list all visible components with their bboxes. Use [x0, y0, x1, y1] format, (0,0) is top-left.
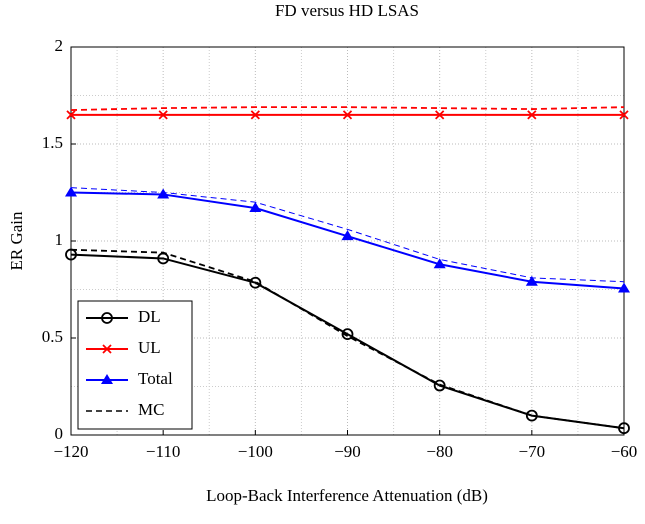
plot-frame: [70, 46, 625, 436]
marker: [101, 374, 113, 384]
legend-label: MC: [138, 400, 164, 419]
marker: [525, 409, 538, 422]
marker: [157, 252, 170, 265]
marker: [102, 344, 112, 354]
legend-label: Total: [138, 369, 173, 388]
y-tick-label: 0: [55, 424, 64, 443]
marker: [101, 312, 113, 324]
marker: [342, 110, 353, 120]
marker: [433, 379, 446, 392]
marker: [435, 110, 445, 120]
legend-label: DL: [138, 307, 161, 326]
x-tick-label: −80: [426, 442, 453, 461]
x-axis-label: Loop-Back Interference Attenuation (dB): [206, 486, 488, 505]
marker: [341, 230, 354, 241]
mc-line: [70, 106, 625, 111]
marker: [157, 188, 170, 199]
marker: [65, 248, 77, 261]
marker: [65, 186, 77, 197]
y-tick-label: 1.5: [42, 133, 63, 152]
marker: [249, 276, 262, 289]
x-tick-label: −110: [146, 442, 180, 461]
marker: [619, 110, 629, 120]
marker: [250, 110, 260, 120]
marker: [433, 258, 446, 269]
marker: [249, 202, 262, 213]
x-tick-label: −120: [53, 442, 88, 461]
marker: [618, 282, 630, 293]
marker: [525, 275, 538, 286]
marker: [341, 328, 354, 341]
marker: [158, 110, 168, 120]
series-line: [70, 253, 625, 430]
marker: [618, 422, 630, 435]
marker: [527, 110, 537, 120]
legend-box: [77, 300, 193, 430]
legend-label: UL: [138, 338, 161, 357]
chart-title: FD versus HD LSAS: [275, 1, 419, 20]
y-axis-label: ER Gain: [7, 211, 26, 271]
marker: [66, 110, 76, 120]
y-tick-label: 0.5: [42, 327, 63, 346]
x-tick-label: −90: [334, 442, 361, 461]
y-tick-label: 2: [55, 36, 64, 55]
x-tick-label: −100: [238, 442, 273, 461]
y-tick-label: 1: [55, 230, 64, 249]
x-tick-label: −70: [519, 442, 546, 461]
x-tick-label: −60: [611, 442, 638, 461]
legend: DL UL Total MC: [77, 300, 193, 430]
